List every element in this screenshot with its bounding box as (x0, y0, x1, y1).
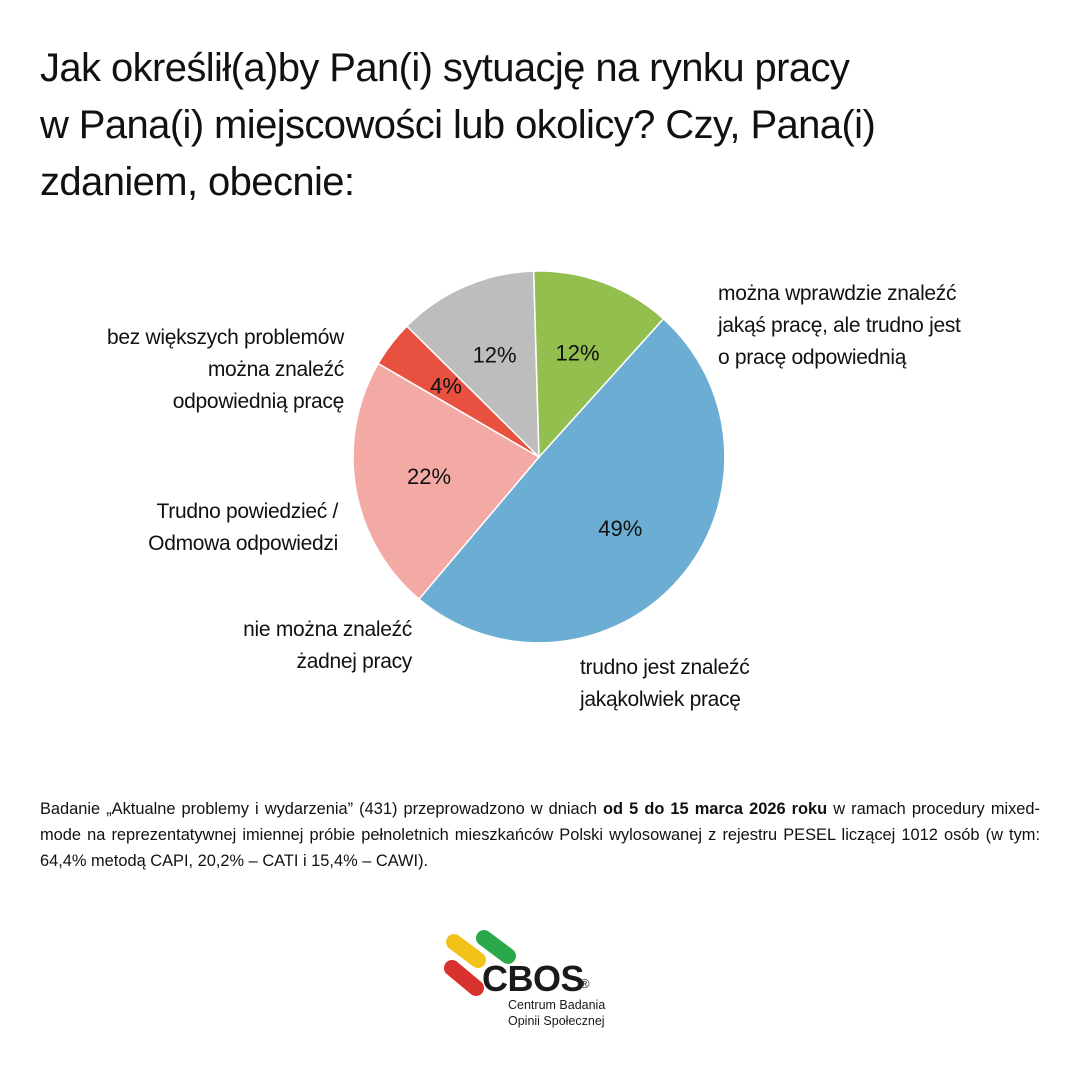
logo-red-stroke (444, 960, 484, 996)
logo-yellow-stroke (446, 934, 486, 968)
methodology-footnote: Badanie „Aktualne problemy i wydarzenia”… (40, 796, 1040, 874)
category-label-line: Odmowa odpowiedzi (148, 532, 338, 555)
footnote-text: w ramach procedury mixed-mode na repreze… (40, 800, 1040, 870)
category-label-line: można wprawdzie znaleźć (718, 282, 957, 305)
pie-value-label-moderate: 49% (598, 516, 642, 541)
category-label-line: jakąś pracę, ale trudno jest (718, 314, 961, 337)
category-label-line: nie można znaleźć (243, 618, 412, 641)
pie-slice-hard (352, 362, 541, 601)
pie-slice-easy (532, 270, 665, 459)
logo-name: CBOS (482, 958, 585, 999)
chart-title-line: Jak określił(a)by Pan(i) sytuację na ryn… (40, 46, 850, 90)
logo-subtitle: Centrum Badania Opinii Społecznej (508, 997, 605, 1029)
pie-value-label-hard: 22% (407, 464, 451, 489)
pie-slice-dontknow (405, 270, 540, 459)
category-label-easy: bez większych problemów można znaleźć od… (107, 322, 344, 418)
logo-subtitle-line: Opinii Społecznej (508, 1014, 605, 1028)
category-label-line: można znaleźć (207, 358, 344, 381)
cbos-logo-icon (444, 930, 516, 996)
pie-value-label-dontknow: 12% (473, 343, 517, 368)
logo-green-stroke (476, 930, 516, 964)
category-label-moderate: można wprawdzie znaleźć jakąś pracę, ale… (718, 278, 961, 374)
footnote-text: Badanie „Aktualne problemy i wydarzenia”… (40, 800, 604, 818)
category-label-line: trudno jest znaleźć (580, 656, 750, 679)
category-label-line: o pracę odpowiednią (718, 346, 907, 369)
category-label-line: odpowiednią pracę (172, 390, 345, 413)
category-label-line: jakąkolwiek pracę (580, 688, 741, 711)
footnote-date: od 5 do 15 marca 2026 roku (603, 800, 828, 818)
pie-value-labels: 49% 22% 4% 12% 12% (407, 340, 642, 541)
category-label-dontknow: Trudno powiedzieć / Odmowa odpowiedzi (148, 496, 338, 560)
chart-title-line: zdaniem, obecnie: (40, 160, 355, 204)
category-label-line: Trudno powiedzieć / (156, 500, 339, 523)
pie-value-label-easy: 12% (555, 340, 599, 365)
category-label-line: bez większych problemów (106, 326, 344, 349)
category-label-hard: trudno jest znaleźć jakąkolwiek pracę (580, 652, 750, 716)
chart-title-line: w Pana(i) miejscowości lub okolicy? Czy,… (40, 103, 876, 147)
chart-title: Jak określił(a)by Pan(i) sytuację na ryn… (40, 40, 1040, 211)
logo-subtitle-line: Centrum Badania (508, 998, 606, 1012)
pie-slice-moderate (417, 317, 726, 644)
logo-registered-mark: ® (580, 976, 590, 991)
category-label-none: nie można znaleźć żadnej pracy (243, 614, 412, 678)
pie-value-label-none: 4% (430, 374, 462, 399)
pie-slices (352, 270, 726, 644)
category-label-line: żadnej pracy (296, 650, 413, 673)
